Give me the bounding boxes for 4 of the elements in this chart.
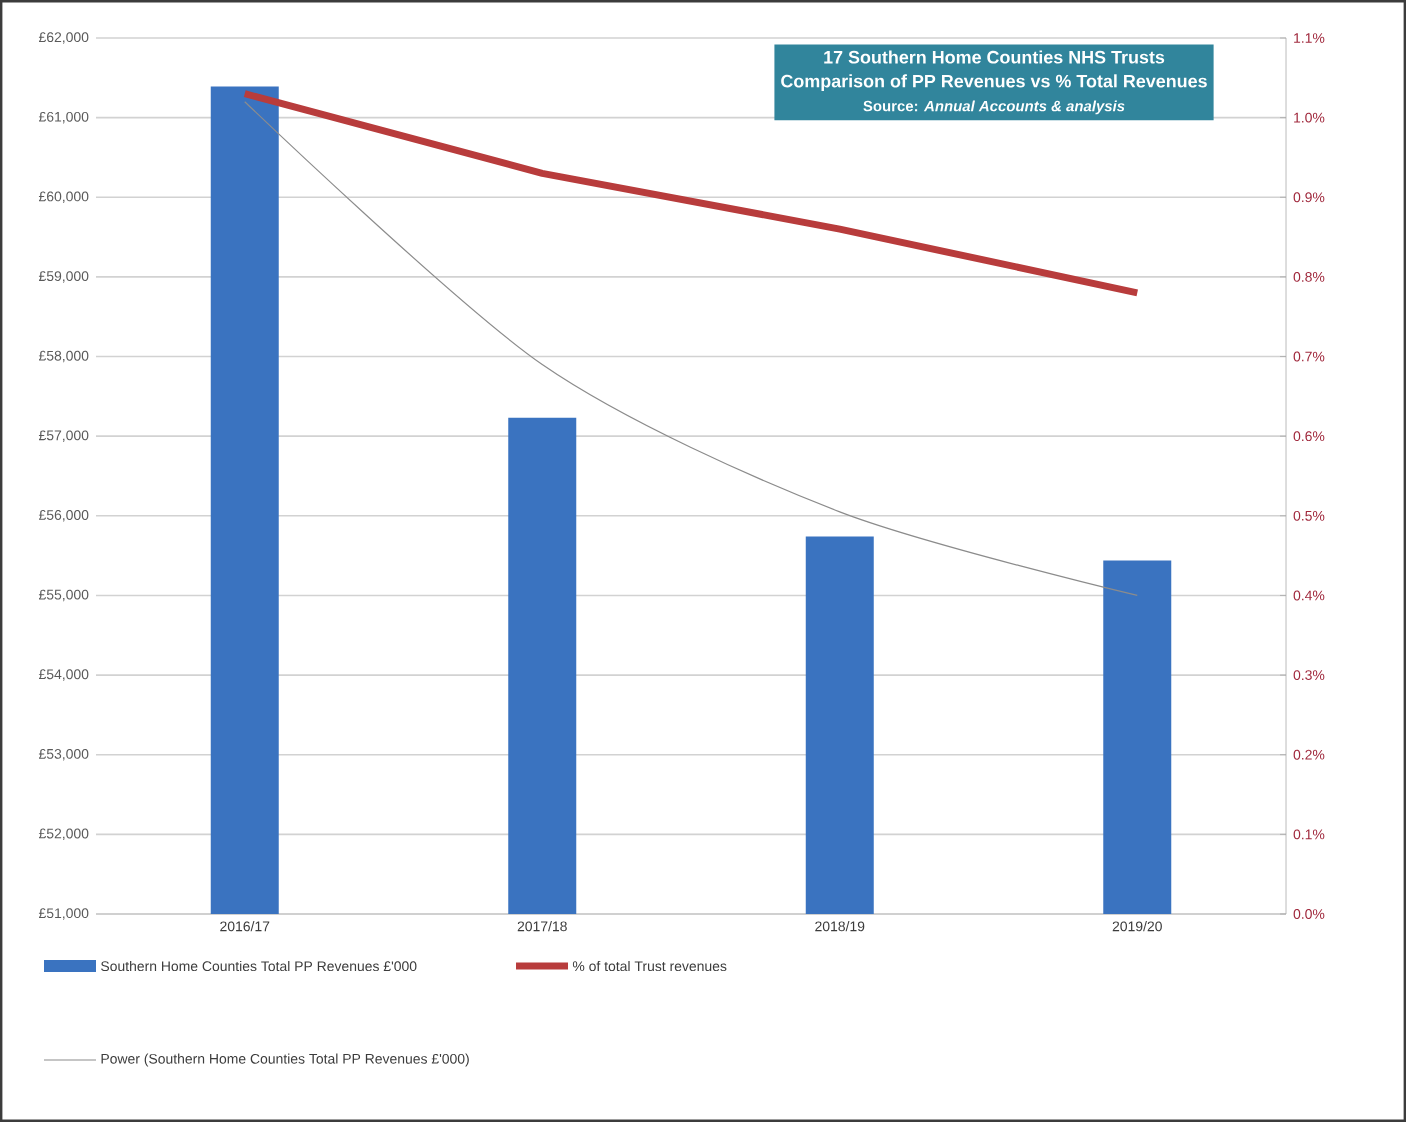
line-series — [244, 101, 1138, 597]
line-series — [241, 90, 1141, 297]
text: Comparison of PP Revenues vs % Total Revenues — [781, 74, 1207, 92]
text: 17 Southern Home Counties NHS Trusts — [824, 50, 1165, 64]
